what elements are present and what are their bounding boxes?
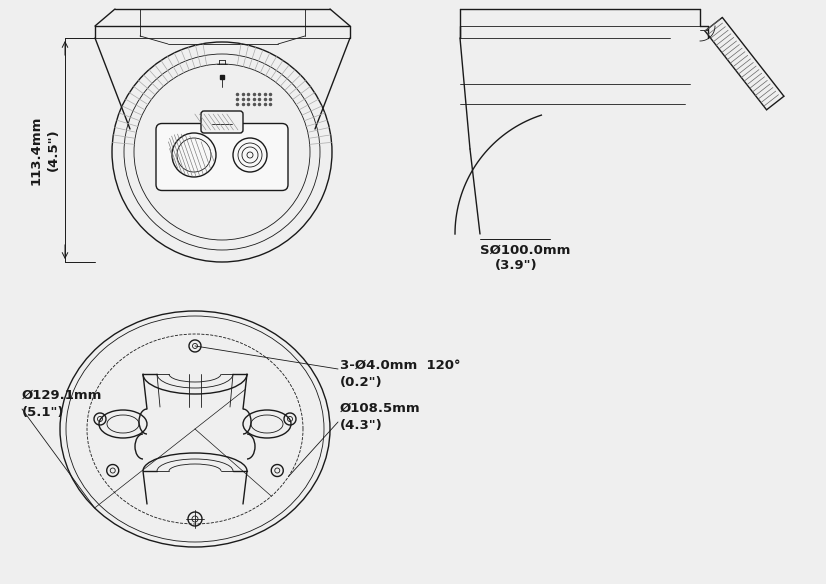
Text: Ø108.5mm
(4.3"): Ø108.5mm (4.3") xyxy=(340,402,420,432)
FancyBboxPatch shape xyxy=(201,111,243,133)
FancyBboxPatch shape xyxy=(156,123,288,190)
Text: Ø129.1mm
(5.1"): Ø129.1mm (5.1") xyxy=(22,389,102,419)
Text: 113.4mm
(4.5"): 113.4mm (4.5") xyxy=(30,115,60,185)
Text: 3-Ø4.0mm  120°
(0.2"): 3-Ø4.0mm 120° (0.2") xyxy=(340,359,461,389)
Text: SØ100.0mm: SØ100.0mm xyxy=(480,244,571,257)
Text: (3.9"): (3.9") xyxy=(495,259,538,272)
